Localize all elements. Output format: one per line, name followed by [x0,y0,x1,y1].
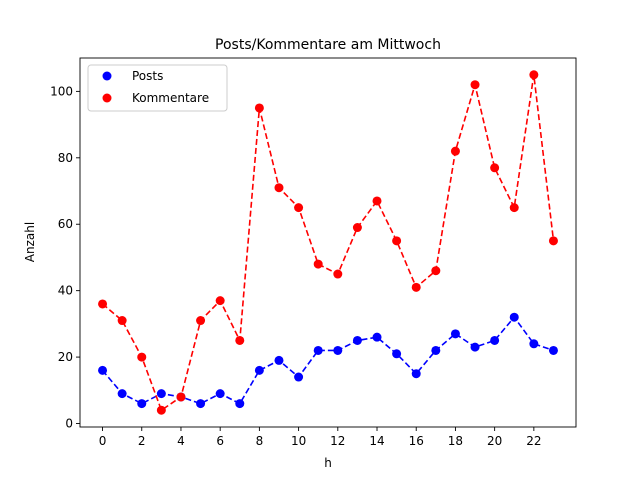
data-point [411,282,421,292]
legend-label: Kommentare [132,91,209,105]
axes-frame [79,57,577,428]
legend: Posts Kommentare [87,64,228,112]
data-point [196,316,206,326]
data-point [274,355,284,365]
y-tick-label: 0 [65,417,73,431]
data-point [117,389,127,399]
chart-title: Posts/Kommentare am Mittwoch [215,37,441,53]
data-point [509,312,519,322]
data-point [392,236,402,246]
data-point [411,369,421,379]
data-point [313,345,323,355]
data-point [352,223,362,233]
y-tick-label: 100 [50,84,73,98]
data-point [372,196,382,206]
data-point [392,349,402,359]
y-tick-label: 60 [58,217,73,231]
data-point [156,405,166,415]
data-point [235,335,245,345]
data-point [450,329,460,339]
plot-area [98,70,558,415]
legend-marker [102,71,112,81]
data-point [294,203,304,213]
data-point [450,146,460,156]
data-point [470,80,480,90]
data-point [548,345,558,355]
legend-marker [102,93,112,103]
data-point [156,389,166,399]
data-point [490,163,500,173]
x-tick-label: 22 [526,434,541,448]
data-point [215,389,225,399]
data-point [529,339,539,349]
data-point [254,365,264,375]
data-point [352,335,362,345]
data-point [137,399,147,409]
data-point [117,316,127,326]
data-point [98,299,108,309]
data-point [431,266,441,276]
data-point [431,345,441,355]
x-tick-label: 6 [216,434,224,448]
data-point [176,392,186,402]
y-tick-label: 80 [58,151,73,165]
axes: 0 2 4 6 8 10 12 14 16 18 20 22 0 20 40 60 80 100 [50,57,577,448]
y-axis-label: Anzahl [23,222,37,262]
data-point [529,70,539,80]
x-tick-label: 2 [138,434,146,448]
data-point [490,335,500,345]
data-point [254,103,264,113]
legend-box [87,64,228,112]
series-line-2 [101,74,555,412]
data-point [313,259,323,269]
x-tick-label: 4 [177,434,185,448]
x-tick-label: 20 [487,434,502,448]
data-point [509,203,519,213]
data-point [274,183,284,193]
data-point [548,236,558,246]
data-point [372,332,382,342]
data-point [294,372,304,382]
x-tick-label: 0 [99,434,107,448]
data-point [137,352,147,362]
data-point [98,365,108,375]
x-tick-label: 10 [291,434,306,448]
x-tick-label: 16 [409,434,424,448]
y-tick-label: 40 [58,284,73,298]
x-tick-label: 14 [369,434,384,448]
data-point [470,342,480,352]
legend-label: Posts [132,69,163,83]
data-point [235,399,245,409]
data-point [333,345,343,355]
data-point [215,296,225,306]
data-point [333,269,343,279]
x-axis-label: h [324,456,332,470]
x-tick-label: 8 [256,434,264,448]
x-tick-label: 18 [448,434,463,448]
data-point [196,399,206,409]
x-tick-label: 12 [330,434,345,448]
y-tick-label: 20 [58,350,73,364]
